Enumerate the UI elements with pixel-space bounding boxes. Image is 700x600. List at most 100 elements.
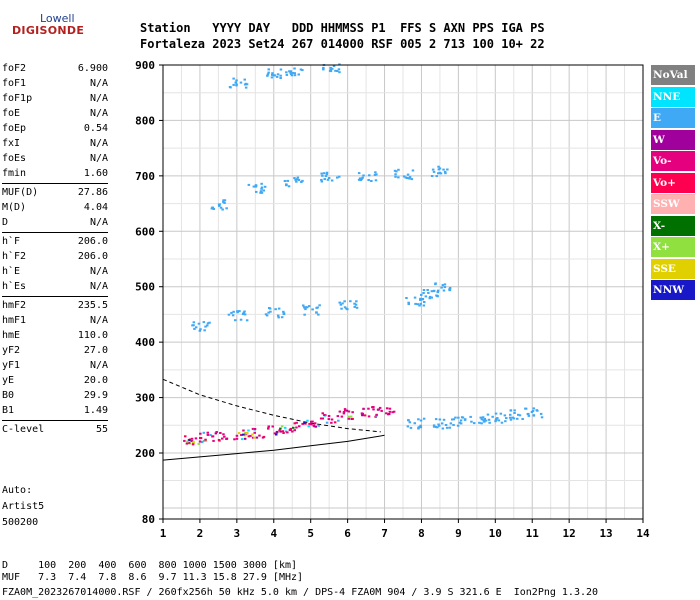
echo-point <box>243 83 247 86</box>
echo-point <box>231 314 235 317</box>
echo-point <box>491 415 494 418</box>
echo-point <box>428 297 431 300</box>
echo-point <box>448 426 452 429</box>
x-tick-label: 6 <box>344 527 351 540</box>
echo-point <box>206 322 210 325</box>
echo-point <box>340 415 344 418</box>
echo-point <box>408 421 412 424</box>
echo-point <box>504 420 507 423</box>
echo-point <box>279 77 282 79</box>
param-key: fmin <box>2 168 27 179</box>
echo-point <box>202 440 206 442</box>
echo-point <box>340 307 343 310</box>
echo-point <box>353 302 356 305</box>
legend-item-vo: Vo- <box>651 151 695 171</box>
echo-point <box>301 179 304 182</box>
x-tick-label: 3 <box>234 527 241 540</box>
profile-curves <box>162 378 385 461</box>
x-tick-label: 4 <box>270 527 277 540</box>
echo-point <box>267 68 270 71</box>
echo-point <box>508 416 512 419</box>
echo-point <box>357 178 361 181</box>
echo-point <box>410 178 414 181</box>
param-key: hmF1 <box>2 315 27 326</box>
param-value: N/A <box>89 108 108 119</box>
param-key: hmE <box>2 330 21 341</box>
echo-point <box>411 169 415 172</box>
echo-point <box>235 437 239 440</box>
legend-item-nnw: NNW <box>651 280 695 300</box>
echo-point <box>342 410 346 413</box>
echo-point <box>394 173 397 176</box>
echo-point <box>269 310 272 313</box>
echo-point <box>367 415 371 418</box>
echo-point <box>267 425 270 428</box>
echo-point <box>374 179 378 182</box>
param-key: h`F <box>2 236 21 247</box>
echo-point <box>517 413 520 416</box>
echo-point <box>211 206 215 209</box>
legend-item-sse: SSE <box>651 258 695 279</box>
param-value: 6.900 <box>77 63 108 74</box>
echo-point <box>430 175 434 177</box>
echo-cluster <box>405 296 426 307</box>
echo-point <box>251 433 254 436</box>
echo-point <box>291 71 295 74</box>
echo-point <box>480 418 484 421</box>
echo-point <box>209 434 212 436</box>
echo-point <box>267 427 270 430</box>
echo-point <box>271 73 274 76</box>
param-key: foF1 <box>2 78 27 89</box>
echo-point <box>225 438 228 440</box>
echo-point <box>344 409 347 412</box>
echo-point <box>265 314 269 317</box>
echo-point <box>509 413 512 416</box>
echo-point <box>426 289 429 291</box>
echo-point <box>345 409 349 412</box>
param-key: foF1p <box>2 93 33 104</box>
echo-point <box>198 440 202 443</box>
echo-point <box>279 427 282 430</box>
echo-point <box>457 416 460 419</box>
param-row-hf: h`F 206.0 <box>2 235 108 249</box>
echo-point <box>397 168 400 171</box>
param-separator <box>2 183 108 184</box>
echo-point <box>234 319 237 322</box>
echo-point <box>349 300 352 303</box>
echo-point <box>321 412 324 415</box>
echo-point <box>512 417 516 420</box>
y-tick-label: 500 <box>135 281 155 294</box>
echo-point <box>397 176 400 179</box>
echo-point <box>312 424 315 427</box>
echo-point <box>395 170 398 173</box>
echo-point <box>338 63 341 66</box>
echo-cluster <box>233 429 249 441</box>
echo-point <box>494 412 498 415</box>
echo-point <box>438 171 441 174</box>
echo-point <box>333 421 337 424</box>
param-row-fof1p: foF1p N/A <box>2 92 108 106</box>
echo-point <box>442 168 445 171</box>
echo-point <box>513 409 516 412</box>
y-tick-label: 200 <box>135 447 155 460</box>
echo-point <box>275 430 279 433</box>
echo-point <box>320 172 323 175</box>
echo-point <box>321 174 324 177</box>
legend-item-vo: Vo+ <box>651 172 695 193</box>
echo-point <box>212 439 215 442</box>
echo-point <box>253 431 256 434</box>
echo-point <box>291 430 294 433</box>
echo-point <box>251 427 255 430</box>
echo-point <box>524 407 528 410</box>
echo-point <box>337 68 341 71</box>
echo-point <box>346 308 349 311</box>
param-key: fxI <box>2 138 21 149</box>
echo-cluster <box>302 304 321 316</box>
echo-point <box>430 296 433 299</box>
echo-point <box>338 71 341 74</box>
echo-point <box>301 422 304 425</box>
echo-point <box>242 429 245 432</box>
echo-point <box>388 407 392 410</box>
echo-point <box>219 432 222 434</box>
param-row-d: D N/A <box>2 216 108 230</box>
